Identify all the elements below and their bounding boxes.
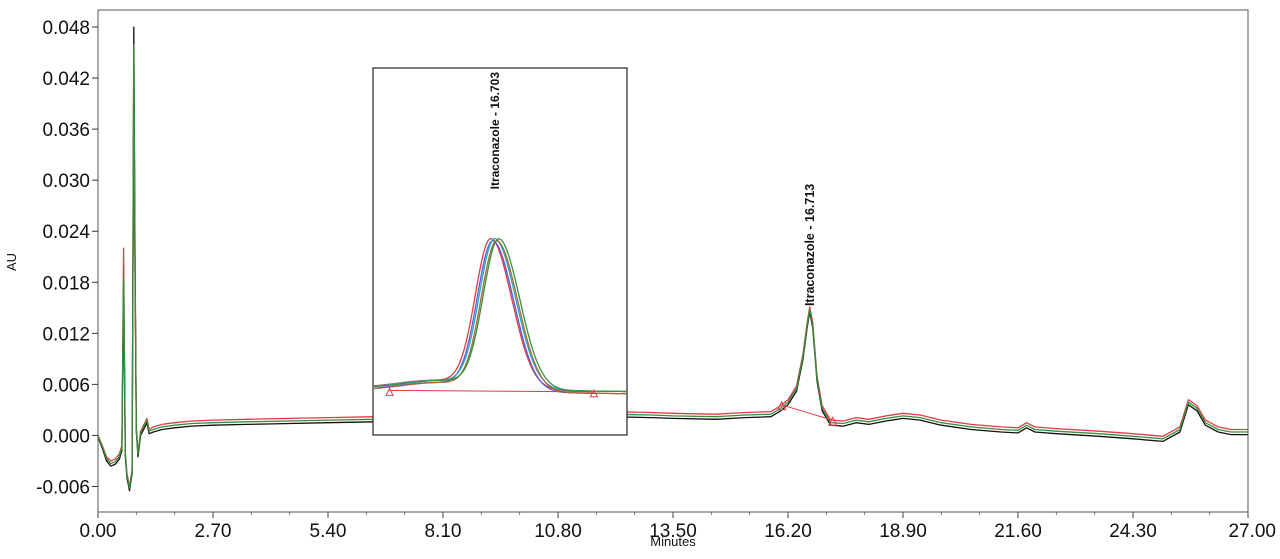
x-tick-label: 27.00 bbox=[1228, 521, 1276, 542]
peak-label: Itraconazole - 16.713 bbox=[803, 184, 817, 306]
y-tick-label: 0.048 bbox=[42, 18, 90, 39]
chromatogram-traces bbox=[98, 27, 1248, 491]
chart-axes: -0.006 0.000 0.006 0.012 0.018 0.024 0.030 0.03… bbox=[36, 10, 1276, 542]
y-tick-label: 0.024 bbox=[42, 222, 90, 243]
series-line-3 bbox=[98, 44, 1248, 488]
y-tick-label: 0.030 bbox=[42, 171, 90, 192]
x-tick-label: 10.80 bbox=[534, 521, 582, 542]
y-tick-label: 0.018 bbox=[42, 273, 90, 294]
zoom-inset-peak-label: Itraconazole - 16.703 bbox=[488, 72, 502, 190]
x-tick-label: 5.40 bbox=[310, 521, 347, 542]
y-tick-label: 0.036 bbox=[42, 120, 90, 141]
y-tick-label: 0.012 bbox=[42, 324, 90, 345]
plot-frame bbox=[98, 10, 1248, 512]
x-tick-label: 2.70 bbox=[195, 521, 232, 542]
y-axis-title: AU bbox=[4, 253, 19, 271]
y-tick-label: 0.006 bbox=[42, 375, 90, 396]
x-tick-label: 8.10 bbox=[425, 521, 462, 542]
series-line-1 bbox=[98, 112, 1248, 486]
zoom-inset: Itraconazole - 16.703 bbox=[373, 68, 627, 435]
y-tick-label: 0.000 bbox=[42, 426, 90, 447]
x-tick-label: 16.20 bbox=[764, 521, 812, 542]
y-tick-label: -0.006 bbox=[36, 477, 90, 498]
y-tick-label: 0.042 bbox=[42, 69, 90, 90]
x-axis-title: Minutes bbox=[650, 534, 696, 549]
x-tick-label: 24.30 bbox=[1109, 521, 1157, 542]
x-tick-label: 21.60 bbox=[994, 521, 1042, 542]
x-tick-label: 18.90 bbox=[879, 521, 927, 542]
x-tick-label: 0.00 bbox=[80, 521, 117, 542]
